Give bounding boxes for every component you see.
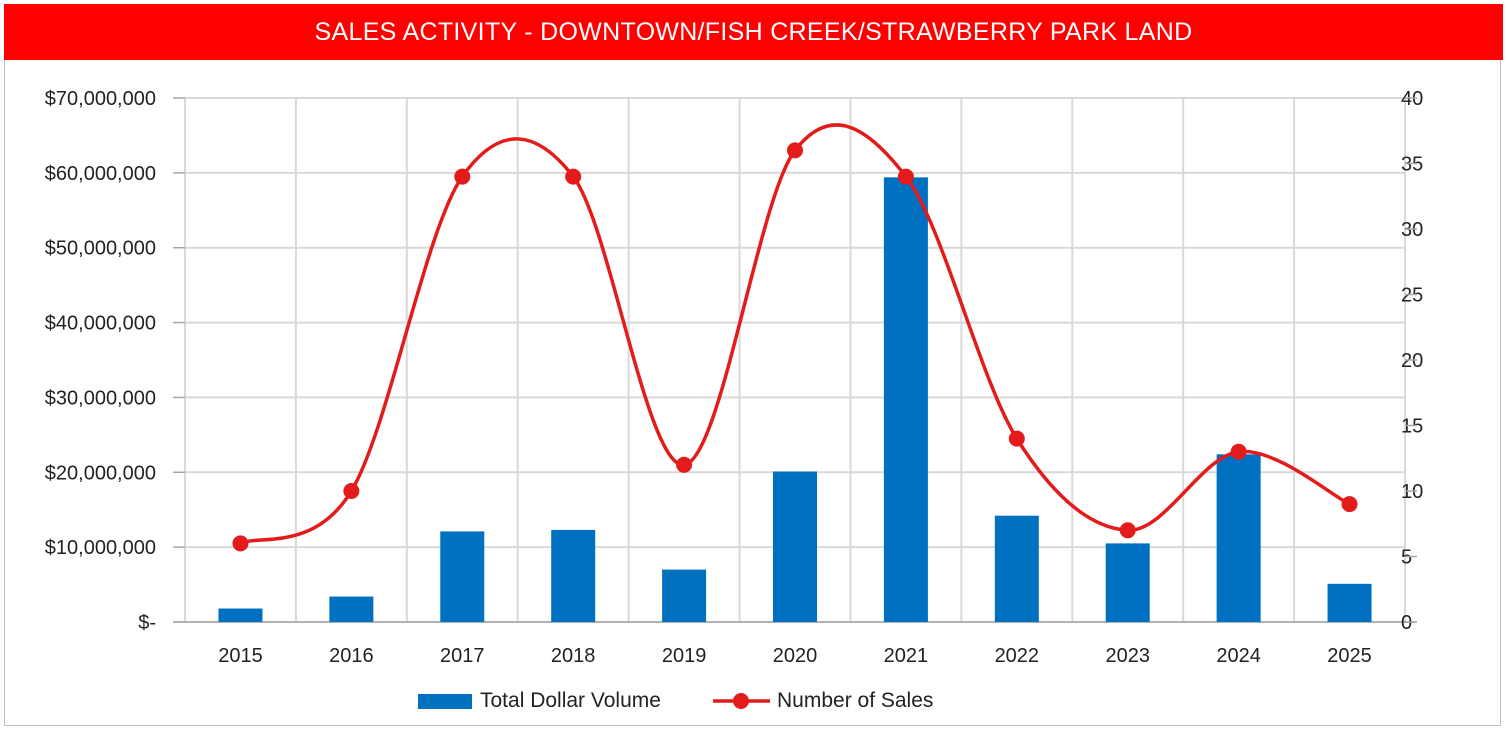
sales-point-2017	[454, 168, 471, 185]
x-axis-label: 2015	[218, 645, 263, 667]
sales-point-2020	[787, 142, 803, 159]
sales-point-2019	[676, 456, 693, 473]
sales-point-2021	[897, 168, 914, 185]
left-axis-label: $50,000,000	[45, 238, 156, 260]
legend-line-marker	[733, 693, 749, 709]
left-axis-label: $70,000,000	[45, 88, 156, 110]
right-axis-label: 0	[1401, 612, 1412, 634]
bar-2015	[218, 608, 263, 622]
right-axis-label: 10	[1401, 481, 1423, 503]
right-axis-label: 15	[1401, 416, 1423, 438]
sales-point-2024	[1230, 443, 1247, 460]
right-axis-label: 35	[1401, 154, 1423, 176]
left-axis-label: $10,000,000	[45, 537, 156, 559]
left-axis-label: $20,000,000	[45, 462, 156, 484]
sales-point-2018	[565, 168, 582, 185]
right-axis-label: 20	[1401, 350, 1423, 372]
bar-2016	[329, 596, 374, 622]
x-axis-label: 2025	[1327, 645, 1372, 667]
bar-2020	[773, 471, 817, 622]
bar-2025	[1327, 583, 1372, 622]
left-axis-label: $30,000,000	[45, 387, 156, 409]
bar-2023	[1105, 543, 1150, 622]
x-axis-label: 2023	[1105, 645, 1150, 667]
bar-2018	[551, 529, 596, 622]
x-axis-label: 2022	[995, 645, 1040, 667]
sales-point-2022	[1008, 430, 1025, 447]
x-axis-label: 2017	[440, 645, 485, 667]
bar-2021	[883, 177, 928, 622]
bar-2024	[1216, 454, 1261, 622]
x-axis-label: 2018	[551, 645, 596, 667]
sales-point-2016	[343, 483, 360, 499]
bar-2017	[440, 531, 485, 622]
sales-point-2025	[1341, 496, 1358, 513]
legend-bar-swatch	[418, 694, 472, 709]
right-axis-label: 40	[1401, 88, 1423, 110]
sales-point-2015	[232, 535, 249, 552]
bar-2022	[994, 515, 1039, 622]
legend-label-number-of-sales: Number of Sales	[777, 689, 933, 712]
x-axis-label: 2020	[773, 645, 818, 667]
sales-point-2023	[1119, 522, 1136, 539]
bar-2019	[662, 569, 707, 622]
left-axis-label: $-	[138, 612, 156, 634]
left-axis-label: $60,000,000	[45, 163, 156, 185]
chart-title: SALES ACTIVITY - DOWNTOWN/FISH CREEK/STR…	[4, 4, 1503, 60]
right-axis-label: 30	[1401, 219, 1423, 241]
right-axis-label: 5	[1401, 547, 1412, 569]
x-axis-label: 2021	[884, 645, 929, 667]
x-axis-label: 2024	[1216, 645, 1261, 667]
x-axis-label: 2016	[329, 645, 374, 667]
legend-label-total-dollar-volume: Total Dollar Volume	[480, 689, 661, 712]
left-axis-label: $40,000,000	[45, 313, 156, 335]
x-axis-label: 2019	[662, 645, 707, 667]
right-axis-label: 25	[1401, 285, 1423, 307]
